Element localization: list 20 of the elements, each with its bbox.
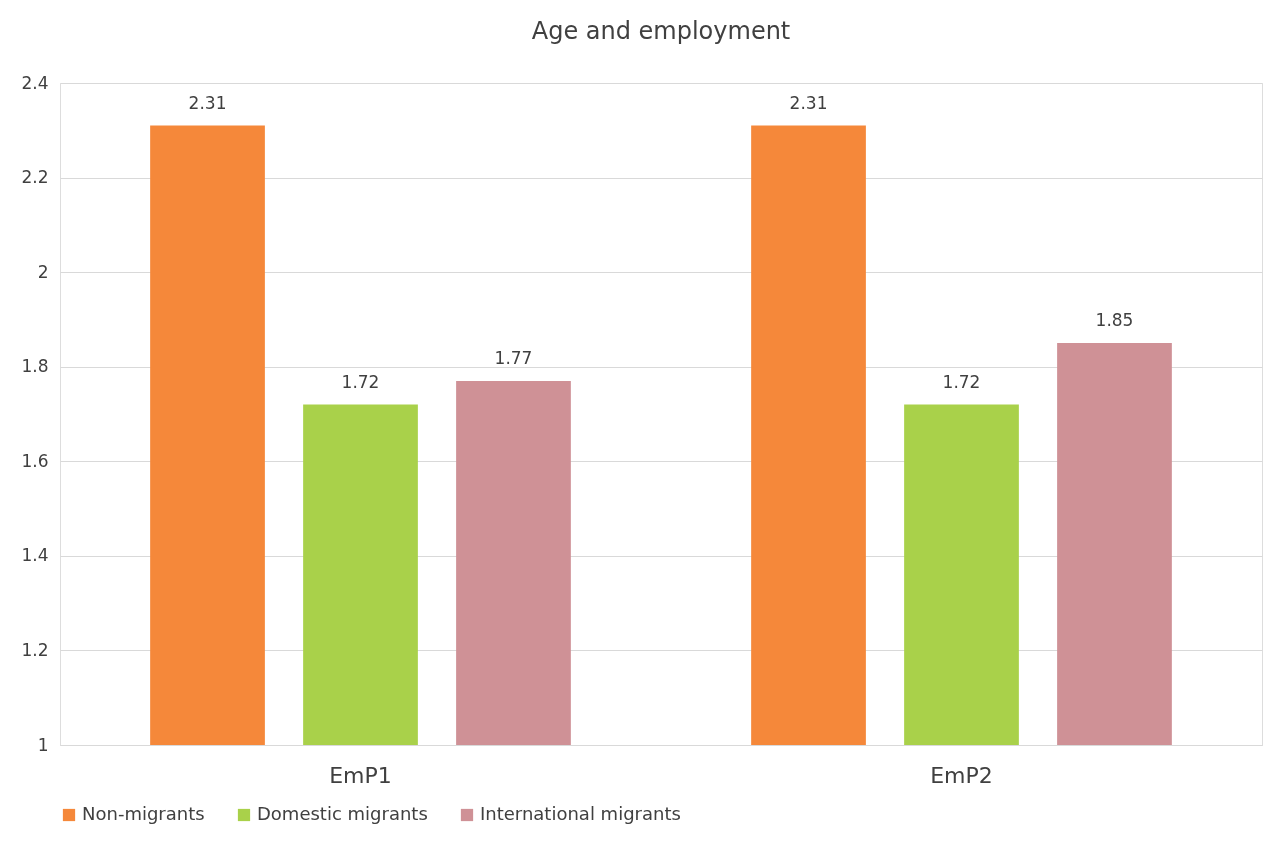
- y-tick-label: 1.2: [21, 639, 49, 660]
- data-label: 2.31: [789, 92, 828, 113]
- data-label: 1.72: [942, 371, 981, 392]
- y-tick-label: 1.6: [21, 450, 49, 471]
- data-label: 1.77: [494, 347, 533, 368]
- chart-title: Age and employment: [531, 17, 791, 45]
- legend-label: Domestic migrants: [257, 803, 428, 824]
- data-label: 1.85: [1095, 310, 1134, 331]
- y-tick-label: 2: [37, 261, 49, 282]
- y-tick-label: 1.8: [21, 356, 49, 377]
- x-tick-label: EmP1: [329, 762, 392, 788]
- x-tick-label: EmP2: [930, 762, 993, 788]
- legend-label: Non-migrants: [82, 803, 205, 824]
- data-label: 2.31: [188, 92, 227, 113]
- legend-label: International migrants: [480, 803, 681, 824]
- y-tick-label: 2.2: [21, 167, 49, 188]
- y-tick-label: 1: [37, 734, 49, 755]
- y-tick-label: 1.4: [21, 545, 49, 566]
- data-label: 1.72: [341, 371, 380, 392]
- y-tick-label: 2.4: [21, 72, 49, 93]
